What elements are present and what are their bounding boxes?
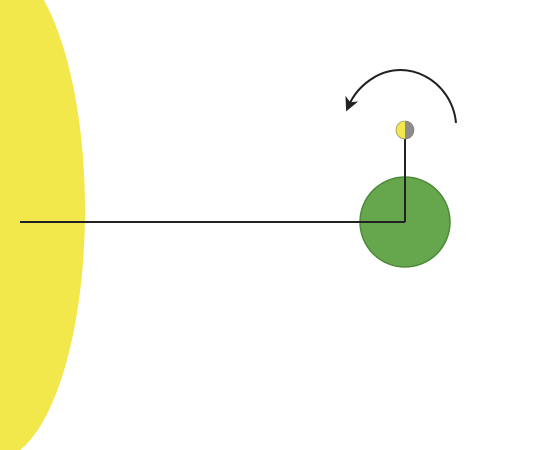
curved-arrow-counterclockwise-icon bbox=[345, 69, 457, 124]
moon-shape bbox=[395, 120, 415, 140]
sun-shape bbox=[0, 0, 85, 450]
moon-outline bbox=[395, 120, 415, 140]
moon-lit-half bbox=[396, 121, 405, 139]
